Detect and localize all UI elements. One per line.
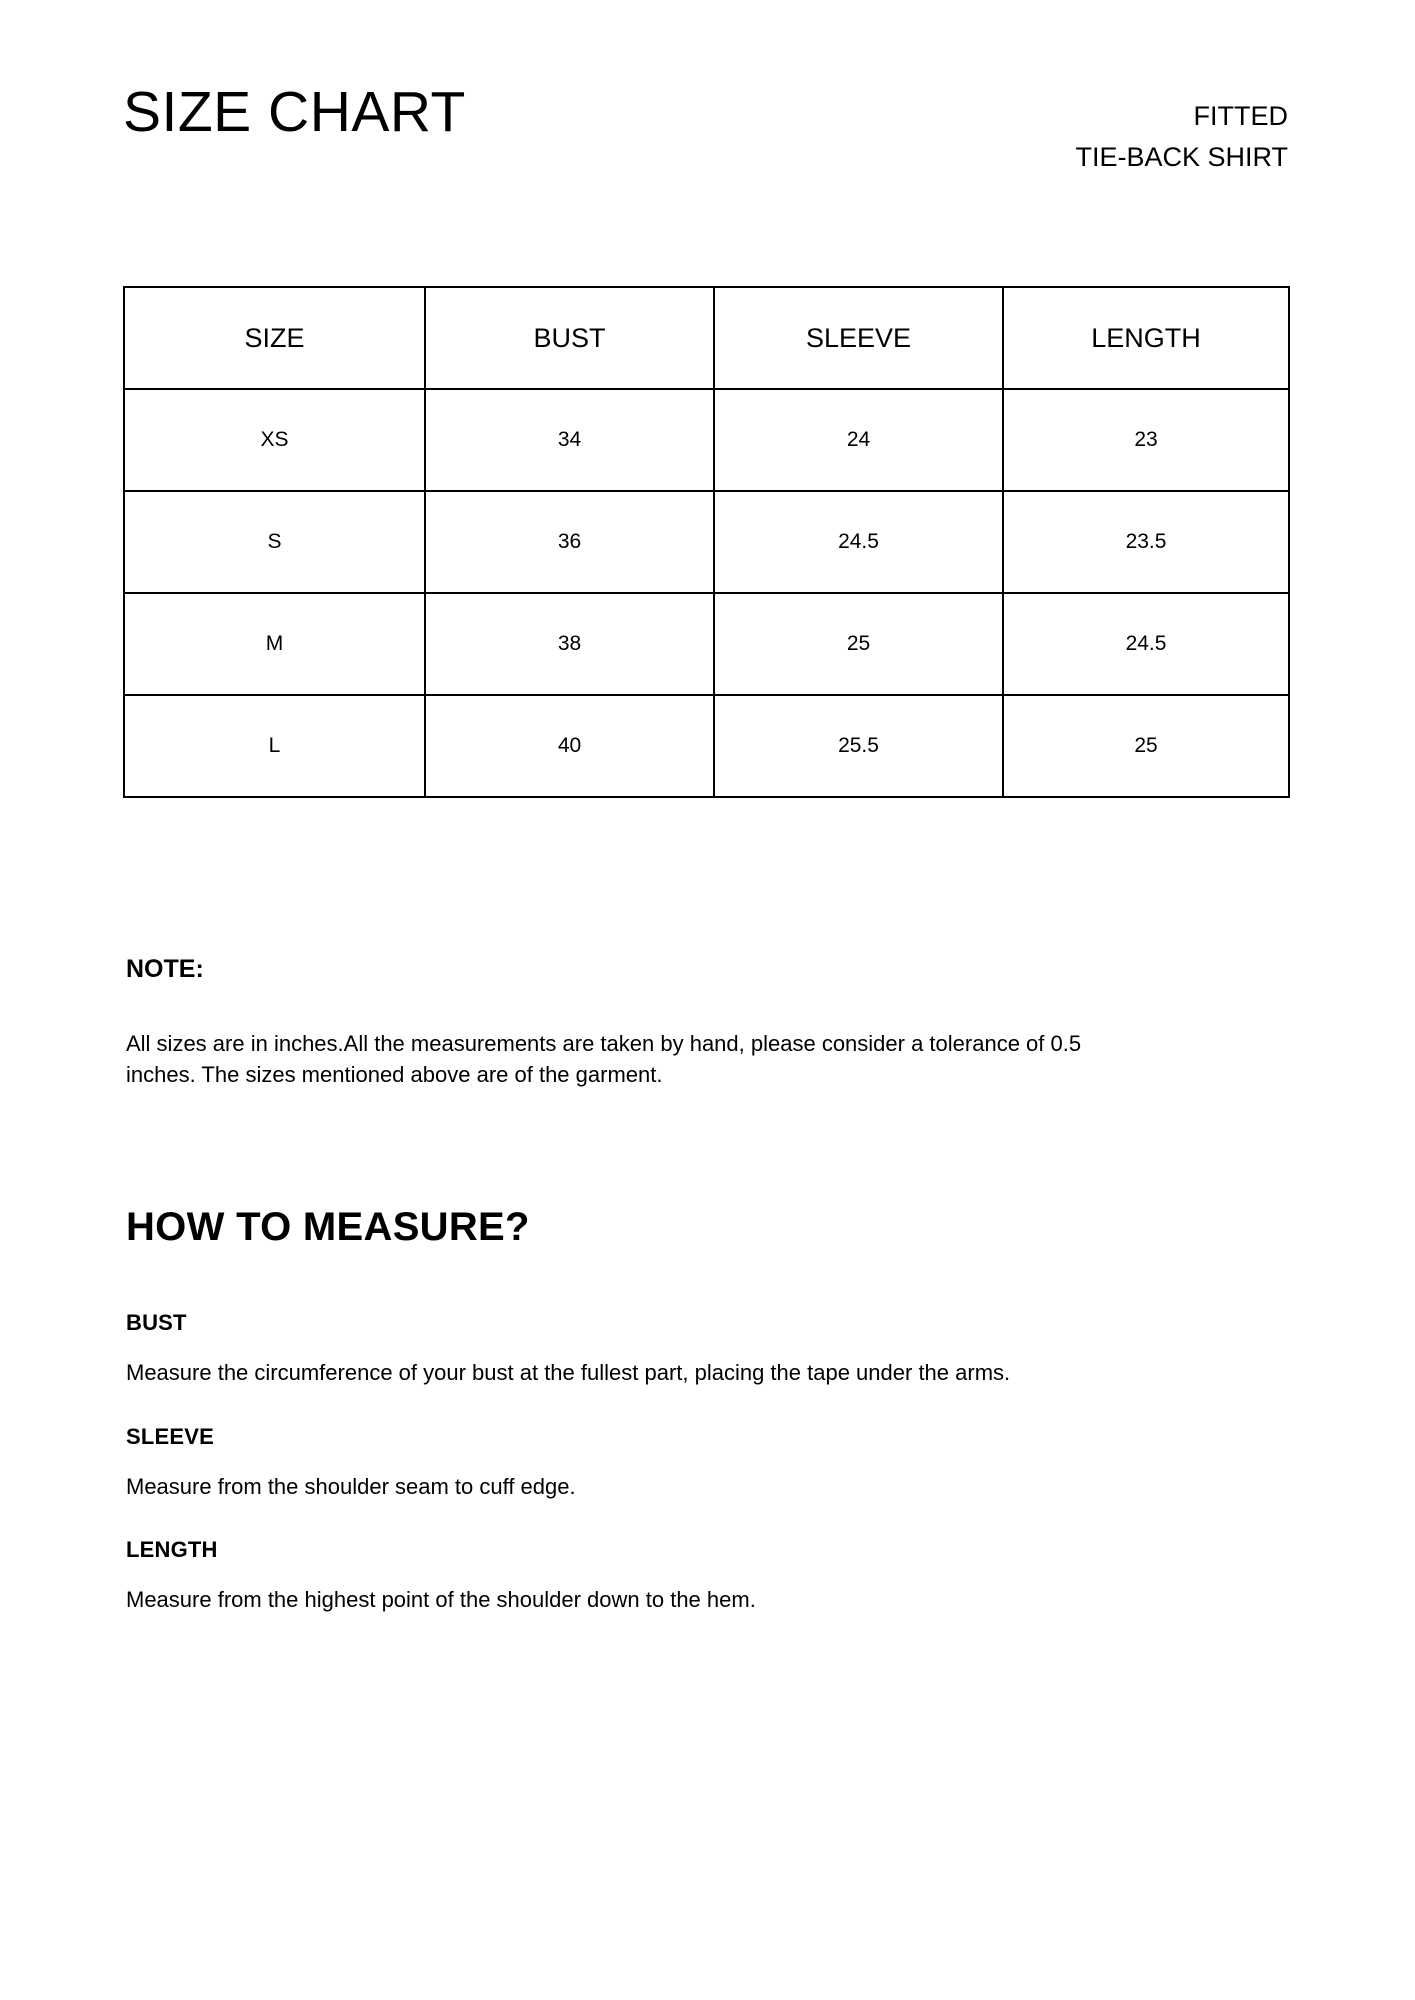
- table-row: S 36 24.5 23.5: [123, 490, 1290, 594]
- cell-length: 23: [1002, 388, 1290, 492]
- document-header: SIZE CHART FITTED TIE-BACK SHIRT: [123, 84, 1288, 178]
- cell-size: M: [123, 592, 426, 696]
- note-section: NOTE: All sizes are in inches.All the me…: [126, 955, 1166, 1090]
- measure-desc-sleeve: Measure from the shoulder seam to cuff e…: [126, 1473, 576, 1499]
- cell-sleeve: 25: [713, 592, 1004, 696]
- cell-length: 24.5: [1002, 592, 1290, 696]
- size-chart-table: SIZE BUST SLEEVE LENGTH XS 34 24 23 S 36…: [123, 286, 1290, 798]
- note-body-text: All sizes are in inches.All the measurem…: [126, 1031, 1082, 1088]
- column-header-sleeve: SLEEVE: [713, 286, 1004, 390]
- measure-term-length: LENGTH: [126, 1537, 218, 1563]
- measure-item-length: LENGTH Measure from the highest point of…: [126, 1537, 1276, 1615]
- measure-desc-length: Measure from the highest point of the sh…: [126, 1587, 756, 1613]
- measure-item-bust: BUST Measure the circumference of your b…: [126, 1310, 1276, 1388]
- column-header-size: SIZE: [123, 286, 426, 390]
- cell-sleeve: 25.5: [713, 694, 1004, 798]
- measure-item-sleeve: SLEEVE Measure from the shoulder seam to…: [126, 1424, 1276, 1502]
- cell-bust: 34: [424, 388, 715, 492]
- cell-length: 23.5: [1002, 490, 1290, 594]
- garment-name-line-1: FITTED: [1193, 101, 1289, 131]
- garment-name-line-2: TIE-BACK SHIRT: [1075, 142, 1288, 173]
- measure-term-sleeve: SLEEVE: [126, 1423, 215, 1449]
- cell-bust: 36: [424, 490, 715, 594]
- cell-size: L: [123, 694, 426, 798]
- table-row: M 38 25 24.5: [123, 592, 1290, 696]
- cell-bust: 40: [424, 694, 715, 798]
- page-title: SIZE CHART: [123, 80, 466, 144]
- cell-size: S: [123, 490, 426, 594]
- measure-term-bust: BUST: [126, 1310, 187, 1335]
- cell-size: XS: [123, 388, 426, 492]
- column-header-bust: BUST: [424, 286, 715, 390]
- cell-bust: 38: [424, 592, 715, 696]
- garment-name-block: FITTED TIE-BACK SHIRT: [1075, 84, 1288, 178]
- note-label: NOTE:: [126, 955, 204, 983]
- how-to-measure-section: HOW TO MEASURE? BUST Measure the circumf…: [126, 1205, 1276, 1615]
- cell-sleeve: 24.5: [713, 490, 1004, 594]
- table-row: L 40 25.5 25: [123, 694, 1290, 798]
- column-header-length: LENGTH: [1002, 286, 1290, 390]
- how-to-measure-heading: HOW TO MEASURE?: [126, 1205, 530, 1249]
- cell-length: 25: [1002, 694, 1290, 798]
- cell-sleeve: 24: [713, 388, 1004, 492]
- measure-desc-bust: Measure the circumference of your bust a…: [126, 1360, 1011, 1385]
- table-header-row: SIZE BUST SLEEVE LENGTH: [123, 286, 1290, 390]
- table-row: XS 34 24 23: [123, 388, 1290, 492]
- size-table-container: SIZE BUST SLEEVE LENGTH XS 34 24 23 S 36…: [123, 286, 1290, 798]
